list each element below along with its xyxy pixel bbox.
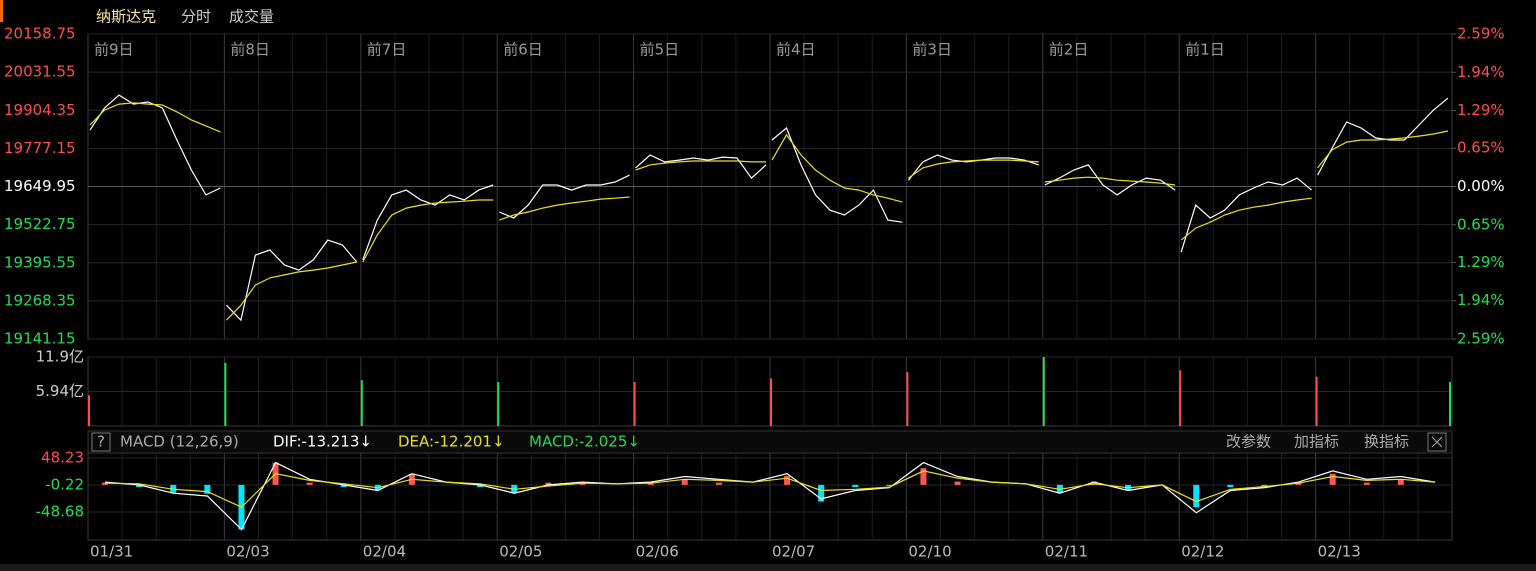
button[interactable]: 加指标	[1294, 433, 1339, 451]
price-line	[89, 102, 1449, 321]
macd-label: MACD:-2.025↓	[529, 433, 640, 451]
volume-bar	[1315, 376, 1318, 426]
plot: 20158.75 20031.55 19904.35 19777.15 19649.95…	[4, 25, 1505, 561]
macd-bar	[818, 484, 825, 502]
x-tick-label: 02/11	[1045, 543, 1088, 561]
macd-bar	[920, 468, 927, 485]
y2-tick-label: 1.94%	[1457, 63, 1505, 81]
macd-bar	[136, 484, 143, 488]
dea-label: DEA:-12.201↓	[398, 433, 505, 451]
macd-bar	[852, 484, 859, 488]
y2-tick-label: 1.94%	[1457, 291, 1505, 309]
day-label: 前7日	[367, 41, 407, 59]
y-tick-label: 19649.95	[4, 177, 76, 195]
x-tick-label: 02/03	[226, 543, 269, 561]
volume-bar	[1042, 357, 1045, 426]
macd-bar	[1363, 482, 1370, 485]
header-tab[interactable]: 成交量	[229, 8, 274, 26]
accent	[0, 0, 3, 22]
y-tick-label: 19268.35	[4, 291, 76, 309]
macd-bar	[715, 482, 722, 485]
y2-tick-label: 0.65%	[1457, 215, 1505, 233]
macd-bar	[306, 482, 313, 485]
day-label: 前6日	[503, 41, 543, 59]
macd-bar	[1329, 473, 1336, 485]
volume-bar	[1449, 381, 1451, 426]
day-label: 前9日	[94, 41, 134, 59]
volume-bar	[88, 395, 90, 426]
macd-bar	[204, 484, 211, 494]
x-tick-label: 01/31	[90, 543, 133, 561]
y2-tick-label: 0.65%	[1457, 139, 1505, 157]
x-tick-label: 02/04	[363, 543, 406, 561]
x-tick-label: 02/10	[908, 543, 951, 561]
volume-bar	[497, 381, 500, 426]
button[interactable]: 换指标	[1364, 433, 1409, 451]
y-tick-label: -48.68	[36, 503, 84, 521]
indicator-bar	[87, 430, 1453, 454]
y-tick-label: 20031.55	[4, 63, 76, 81]
macd-bar	[784, 475, 791, 485]
volume-bar	[633, 381, 636, 426]
x-tick-label: 02/06	[636, 543, 679, 561]
volume-bar	[1179, 370, 1182, 426]
y2-tick-label: 2.59%	[1457, 25, 1505, 43]
day-label: 前2日	[1049, 41, 1089, 59]
macd-bar	[681, 479, 688, 485]
y-tick-label: 5.94亿	[36, 382, 84, 400]
macd-bar	[1261, 484, 1268, 488]
volume-bar	[770, 378, 772, 426]
y-tick-label: 19395.55	[4, 253, 76, 271]
y2-tick-label: 1.29%	[1457, 253, 1505, 271]
day-label: 前1日	[1185, 41, 1225, 59]
macd-bar	[886, 484, 893, 486]
macd-line	[104, 470, 1436, 508]
x-tick-label: 02/12	[1181, 543, 1224, 561]
y-tick-label: 19141.15	[4, 330, 76, 348]
day-label: 前4日	[776, 41, 816, 59]
macd-bar	[954, 481, 961, 485]
y-tick-label: 19777.15	[4, 139, 76, 157]
help-box[interactable]	[91, 432, 111, 452]
volume-bar	[906, 372, 909, 426]
macd-bar	[1193, 484, 1200, 508]
header-title: 纳斯达克	[96, 8, 156, 26]
y2-tick-label: 0.00%	[1457, 177, 1505, 195]
close-box[interactable]	[1427, 432, 1447, 452]
scrollbar[interactable]	[0, 564, 1536, 571]
y-tick-label: 20158.75	[4, 25, 76, 43]
macd-bar	[477, 484, 484, 488]
day-label: 前3日	[912, 41, 952, 59]
x-tick-label: 02/05	[499, 543, 542, 561]
indicator-name: MACD (12,26,9)	[120, 433, 239, 451]
button[interactable]: 改参数	[1226, 433, 1271, 451]
x-tick-label: 02/07	[772, 543, 815, 561]
y-tick-label: 48.23	[41, 448, 84, 466]
close-icon[interactable]	[1431, 436, 1443, 448]
header-tab[interactable]: 分时	[181, 8, 211, 26]
y2-tick-label: 2.59%	[1457, 330, 1505, 348]
day-label: 前8日	[230, 41, 270, 59]
y-tick-label: -0.22	[45, 476, 84, 494]
dif-label: DIF:-13.213↓	[273, 433, 372, 451]
volume-bar	[224, 362, 227, 426]
y-tick-label: 19522.75	[4, 215, 76, 233]
macd-bar	[545, 482, 552, 485]
y-tick-label: 19904.35	[4, 101, 76, 119]
x-tick-label: 02/13	[1318, 543, 1361, 561]
y-tick-label: 11.9亿	[36, 348, 84, 366]
macd-bar	[340, 484, 347, 488]
macd-bar	[1227, 484, 1234, 488]
help[interactable]: ?	[97, 433, 105, 451]
day-label: 前5日	[640, 41, 680, 59]
volume-bar	[360, 380, 363, 426]
y2-tick-label: 1.29%	[1457, 101, 1505, 119]
macd-bar	[1397, 479, 1404, 485]
